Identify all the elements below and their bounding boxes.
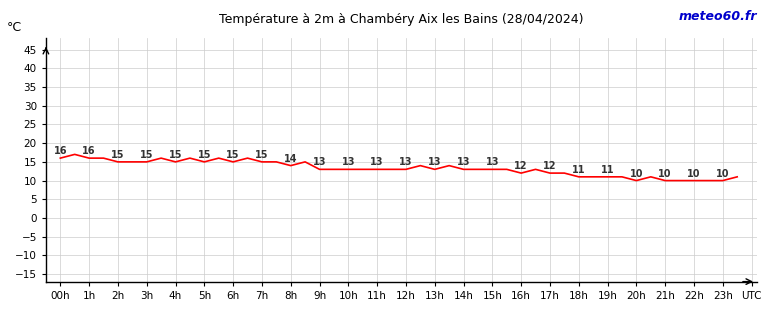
Text: 13: 13 (457, 157, 470, 167)
Text: 12: 12 (514, 161, 528, 171)
Text: 15: 15 (111, 150, 125, 160)
Text: 14: 14 (284, 154, 298, 164)
Text: 10: 10 (659, 169, 672, 179)
Text: 15: 15 (140, 150, 154, 160)
Text: 15: 15 (256, 150, 269, 160)
Text: 10: 10 (630, 169, 643, 179)
Text: 13: 13 (370, 157, 384, 167)
Text: 15: 15 (226, 150, 240, 160)
Text: 11: 11 (601, 165, 614, 175)
Text: 13: 13 (342, 157, 355, 167)
Text: 13: 13 (428, 157, 441, 167)
Text: 13: 13 (486, 157, 499, 167)
Text: 10: 10 (716, 169, 730, 179)
Text: Température à 2m à Chambéry Aix les Bains (28/04/2024): Température à 2m à Chambéry Aix les Bain… (220, 13, 584, 26)
Text: 13: 13 (399, 157, 412, 167)
Text: 13: 13 (313, 157, 327, 167)
Text: 16: 16 (83, 146, 96, 156)
Text: 15: 15 (197, 150, 211, 160)
Text: 12: 12 (543, 161, 557, 171)
Text: 15: 15 (169, 150, 182, 160)
Text: 16: 16 (54, 146, 67, 156)
Text: meteo60.fr: meteo60.fr (679, 10, 757, 23)
Text: °C: °C (7, 20, 22, 34)
Text: 10: 10 (687, 169, 701, 179)
Text: 11: 11 (572, 165, 585, 175)
